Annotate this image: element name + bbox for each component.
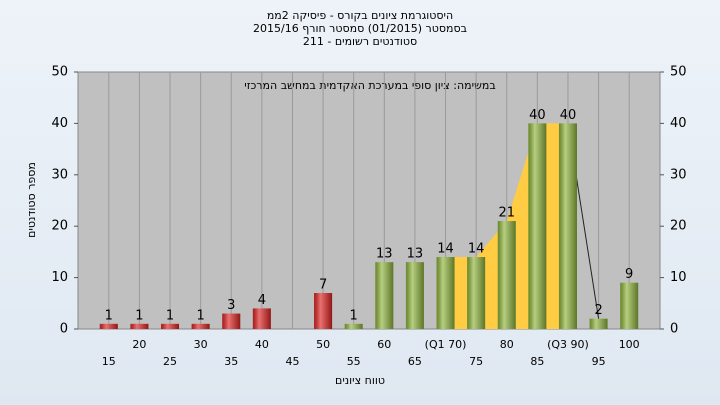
y-tick-label: 30 [670, 167, 687, 182]
bar-shade [191, 323, 210, 329]
x-tick-label: 100 [619, 338, 640, 351]
x-tick-label: 80 [500, 338, 514, 351]
data-label: 14 [437, 242, 454, 257]
bar-shade [620, 282, 639, 329]
x-tick-label: 35 [224, 355, 238, 368]
chart-subtitle: 211 - סטודנטים רשומים [303, 35, 417, 48]
x-tick-label: 50 [316, 338, 330, 351]
bar-shade [99, 323, 118, 329]
x-tick-label: 85 [530, 355, 544, 368]
x-tick-label: 40 [255, 338, 269, 351]
bar-shade [252, 308, 271, 329]
x-tick-label: 95 [592, 355, 606, 368]
bar-shade [436, 257, 455, 329]
data-label: 1 [135, 308, 143, 323]
y-tick-label: 20 [51, 219, 68, 234]
x-tick-label: 25 [163, 355, 177, 368]
bar-shade [528, 123, 547, 330]
data-label: 3 [227, 298, 235, 313]
bar-shade [314, 293, 333, 329]
data-label: 1 [166, 308, 174, 323]
data-label: 13 [407, 247, 424, 262]
data-label: 13 [376, 247, 393, 262]
x-tick-label: (Q3 90) [547, 338, 589, 351]
bar-shade [467, 257, 486, 329]
chart-title: היסטוגרמת ציונים בקורס - פיסיקה 2ממ [267, 9, 453, 22]
bar-shade [405, 262, 424, 329]
data-label: 1 [105, 308, 113, 323]
data-label: 21 [498, 206, 515, 221]
data-label: 2 [594, 303, 602, 318]
data-label: 1 [196, 308, 204, 323]
x-tick-label: 75 [469, 355, 483, 368]
y-tick-label: 0 [60, 322, 68, 337]
data-label: 1 [350, 308, 358, 323]
bar-shade [497, 221, 516, 329]
data-label: 40 [560, 108, 577, 123]
bar-shade [344, 323, 363, 329]
annotation: במשימה: ציון סופי במערכת האקדמית במחשב ה… [244, 79, 495, 92]
y-tick-label: 30 [51, 167, 68, 182]
x-tick-label: 20 [132, 338, 146, 351]
x-tick-label: 15 [102, 355, 116, 368]
bar-shade [558, 123, 577, 330]
bar-shade [161, 323, 180, 329]
bar-shade [589, 318, 608, 329]
y-tick-label: 10 [670, 270, 687, 285]
data-label: 9 [625, 267, 633, 282]
x-tick-label: 65 [408, 355, 422, 368]
bar-shade [222, 313, 241, 329]
x-tick-label: 45 [285, 355, 299, 368]
bar-shade [375, 262, 394, 329]
x-tick-label: 30 [194, 338, 208, 351]
data-label: 7 [319, 278, 327, 293]
data-label: 4 [258, 293, 266, 308]
bar-shade [130, 323, 149, 329]
x-tick-label: (Q1 70) [425, 338, 467, 351]
y-axis-label: מספר סטודנטים [25, 162, 38, 238]
y-tick-label: 50 [670, 65, 687, 80]
y-tick-label: 10 [51, 270, 68, 285]
x-axis-label: טווח ציונים [335, 374, 385, 387]
data-label: 14 [468, 242, 485, 257]
y-tick-label: 40 [670, 116, 687, 131]
y-tick-label: 40 [51, 116, 68, 131]
data-label: 40 [529, 108, 546, 123]
y-tick-label: 0 [670, 322, 678, 337]
x-tick-label: 55 [347, 355, 361, 368]
x-tick-label: 60 [377, 338, 391, 351]
y-tick-label: 50 [51, 65, 68, 80]
chart-subtitle: בסמסטר (01/2015) סמסטר חורף 2015/16 [253, 22, 467, 35]
y-tick-label: 20 [670, 219, 687, 234]
